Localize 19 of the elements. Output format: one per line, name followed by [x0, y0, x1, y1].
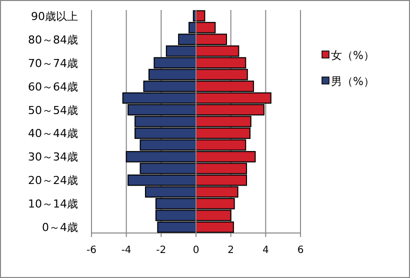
y-tick-label: 60～64歳 — [28, 80, 78, 94]
legend-label: 男（%） — [331, 75, 374, 88]
y-tick-label: 80～84歳 — [28, 33, 78, 46]
y-tick-label: 10～14歳 — [28, 198, 78, 211]
x-tick-label: 4 — [262, 245, 269, 256]
y-tick-label: 20～24歳 — [28, 174, 78, 188]
x-tick-label: -4 — [121, 245, 132, 256]
y-tick-label: 50～54歳 — [28, 104, 78, 117]
legend-label: 女（%） — [331, 49, 374, 62]
x-tick-label: 2 — [228, 245, 234, 256]
x-tick-label: -6 — [86, 245, 96, 256]
y-tick-label: 30～34歳 — [28, 150, 78, 164]
y-tick-label: 40～44歳 — [28, 127, 78, 140]
x-tick-label: 6 — [297, 245, 304, 256]
y-tick-label: 90歳以上 — [31, 10, 78, 23]
y-tick-label: 0～4歳 — [42, 221, 78, 234]
x-tick-label: -2 — [156, 245, 166, 256]
y-tick-label: 70～74歳 — [28, 56, 78, 70]
x-tick-label: 0 — [192, 245, 200, 256]
